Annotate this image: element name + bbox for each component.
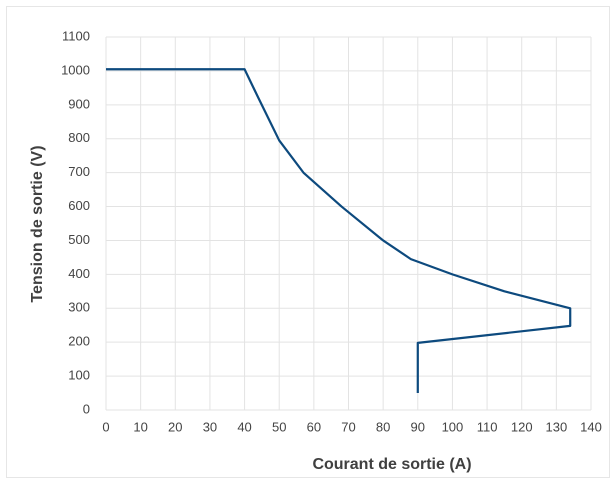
x-tick-label: 0 <box>102 419 109 434</box>
x-tick-label: 60 <box>307 419 321 434</box>
x-tick-label: 130 <box>546 419 568 434</box>
x-tick-label: 120 <box>511 419 533 434</box>
x-tick-label: 10 <box>133 419 147 434</box>
y-tick-label: 1000 <box>61 62 90 77</box>
x-tick-label: 20 <box>168 419 182 434</box>
x-tick-label: 100 <box>442 419 464 434</box>
y-tick-label: 300 <box>68 300 90 315</box>
y-tick-label: 100 <box>68 368 90 383</box>
y-axis-title: Tension de sortie (V) <box>29 145 46 302</box>
x-tick-label: 140 <box>580 419 602 434</box>
y-tick-label: 500 <box>68 232 90 247</box>
x-tick-label: 70 <box>341 419 355 434</box>
x-tick-label: 50 <box>272 419 286 434</box>
y-tick-label: 800 <box>68 130 90 145</box>
y-tick-label: 700 <box>68 164 90 179</box>
y-tick-label: 1100 <box>62 28 90 43</box>
x-tick-label: 110 <box>477 419 498 434</box>
x-tick-label: 80 <box>376 419 390 434</box>
x-tick-label: 90 <box>411 419 425 434</box>
y-tick-label: 900 <box>68 96 90 111</box>
x-axis-title: Courant de sortie (A) <box>312 456 471 473</box>
x-tick-label: 40 <box>237 419 251 434</box>
y-tick-label: 200 <box>68 334 90 349</box>
y-tick-label: 400 <box>68 266 90 281</box>
y-tick-label: 600 <box>68 198 90 213</box>
line <box>106 68 572 394</box>
y-tick-label: 0 <box>83 401 90 416</box>
chart-frame <box>6 6 610 478</box>
x-tick-label: 30 <box>203 419 217 434</box>
